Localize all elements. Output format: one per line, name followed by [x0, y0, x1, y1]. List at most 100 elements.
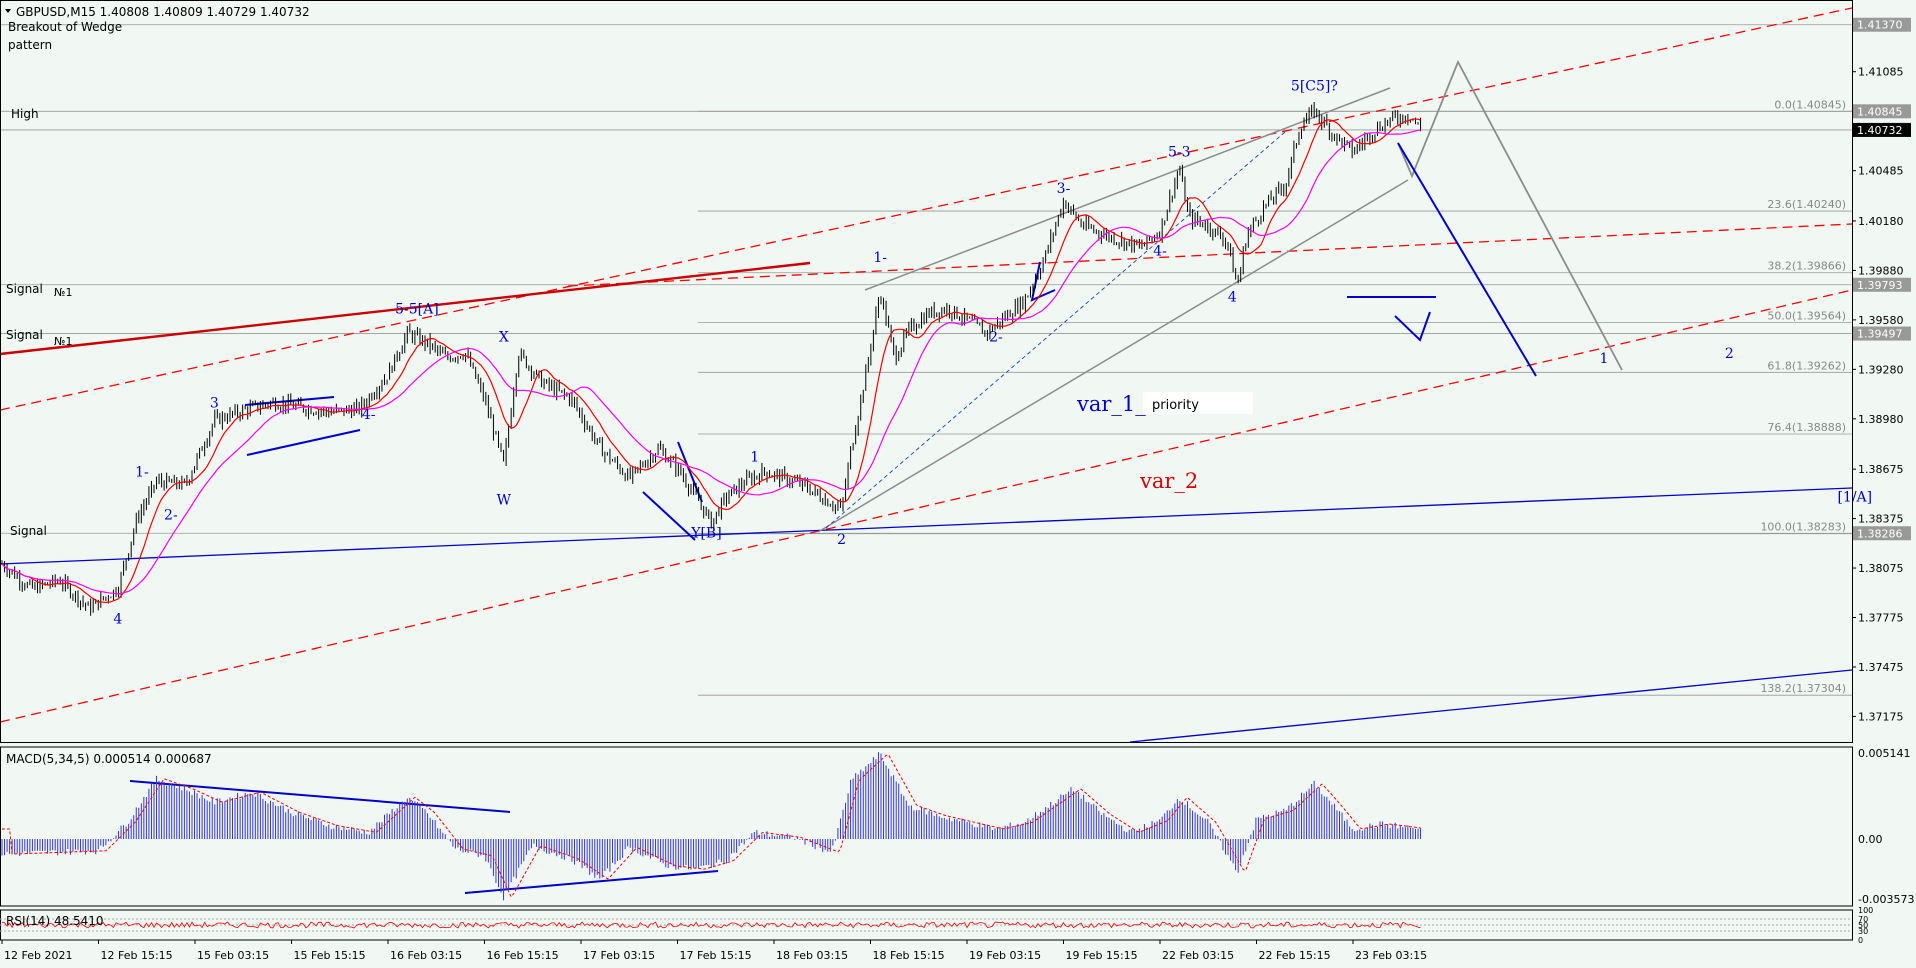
- price-tick-label: 1.38980: [1858, 413, 1904, 426]
- rsi-tick-label: 70: [1858, 915, 1868, 924]
- wedge-lower-line: [817, 179, 1409, 533]
- wave-label: 4: [1228, 290, 1237, 306]
- no1-label-1: №1: [54, 286, 72, 299]
- no1-label-2: №1: [54, 335, 72, 348]
- wave-labels: 5-5[A] X W 3 4- 1- 2- 4 Y[B] 1 2 1- 2- 3- 5-3 4- 4 5[C5]?…: [113, 79, 1872, 628]
- macd-tick-label: 0.005141: [1858, 747, 1911, 760]
- time-tick-label: 23 Feb 03:15: [1355, 949, 1427, 962]
- moving-average-slow: [1, 129, 1421, 595]
- macd-divergence-upper: [129, 780, 511, 813]
- macd-panel: 0.005141 0.00 -0.003573: [0, 746, 1914, 907]
- price-badge-label: 1.40732: [1857, 124, 1903, 137]
- wave-label: 2-: [989, 329, 1003, 345]
- macd-divergence-lower: [464, 870, 719, 894]
- price-tick-label: 1.38375: [1858, 513, 1904, 526]
- price-badge: [1853, 526, 1911, 541]
- price-badge: [1853, 104, 1911, 119]
- wave-label: [1/A]: [1837, 489, 1872, 505]
- fib-level-label: 100.0(1.38283): [1760, 521, 1846, 534]
- wave-label: 2-: [164, 507, 178, 523]
- red-channel-lower: [0, 289, 1853, 723]
- price-tick-label: 1.40180: [1858, 215, 1904, 228]
- macd-tick-label: -0.003573: [1858, 893, 1914, 906]
- price-tick-label: 1.37175: [1858, 710, 1904, 723]
- price-badge: [1853, 277, 1911, 292]
- macd-frame: [0, 746, 1853, 907]
- rsi-tick-label: 0: [1858, 936, 1863, 945]
- time-tick-label: 22 Feb 03:15: [1162, 949, 1234, 962]
- price-badge-label: 1.39793: [1857, 279, 1903, 292]
- dashed-wave-line: [825, 131, 1286, 529]
- time-tick-label: 16 Feb 15:15: [487, 949, 559, 962]
- rsi-label: RSI(14) 48.5410: [6, 914, 104, 928]
- time-tick-label: 16 Feb 03:15: [390, 949, 462, 962]
- price-tick-label: 1.38675: [1858, 463, 1904, 476]
- price-tick-label: 1.39280: [1858, 363, 1904, 376]
- wave-label: 4: [113, 611, 122, 627]
- grey-projection-path: [1397, 59, 1623, 371]
- time-tick-label: 15 Feb 15:15: [294, 949, 366, 962]
- rsi-tick-label: 100: [1858, 906, 1873, 915]
- price-badge: [1853, 326, 1911, 341]
- fib-level-label: 138.2(1.37304): [1760, 682, 1846, 695]
- signal-label-2: Signal: [6, 328, 43, 342]
- symbol-info: GBPUSD,M15 1.40808 1.40809 1.40729 1.407…: [16, 5, 310, 19]
- moving-average-fast: [1, 118, 1421, 604]
- wave-label: 2: [837, 532, 846, 548]
- time-tick-label: 12 Feb 2021: [4, 949, 72, 962]
- trend-lines: [0, 7, 1853, 894]
- blue-lower-line: [1129, 669, 1853, 743]
- signal-label-1: Signal: [6, 282, 43, 296]
- time-tick-label: 19 Feb 03:15: [969, 949, 1041, 962]
- fib-level-label: 76.4(1.38888): [1767, 421, 1846, 434]
- price-tick-label: 1.39880: [1858, 264, 1904, 277]
- wave-label: 1: [1599, 351, 1608, 367]
- time-tick-label: 15 Feb 03:15: [197, 949, 269, 962]
- signal-label-3: Signal: [10, 524, 47, 538]
- time-tick-label: 18 Feb 15:15: [873, 949, 945, 962]
- time-axis: 12 Feb 2021 12 Feb 15:15 15 Feb 03:15 15 Fe…: [1, 940, 1427, 962]
- price-badge-label: 1.41370: [1857, 19, 1903, 32]
- rsi-frame: [0, 909, 1853, 941]
- price-tick-label: 1.39580: [1858, 314, 1904, 327]
- wave-label: 5-5[A]: [395, 301, 439, 317]
- high-label: High: [11, 107, 39, 121]
- wave-label: 3-: [1057, 181, 1071, 197]
- blue-small-flag: [1030, 261, 1056, 302]
- wave-label: 1: [750, 450, 759, 466]
- rsi-tick-label: 50: [1858, 921, 1868, 930]
- wave-label: 1-: [873, 250, 887, 266]
- price-badge: [1853, 17, 1911, 32]
- macd-label: MACD(5,34,5) 0.000514 0.000687: [6, 752, 212, 766]
- time-tick-label: 22 Feb 15:15: [1259, 949, 1331, 962]
- var2-label: var_2: [1139, 469, 1198, 493]
- fibonacci-levels: 0.0(1.40845) 23.6(1.40240) 38.2(1.39866) 50…: [0, 24, 1852, 696]
- price-tick-label: 1.37475: [1858, 661, 1904, 674]
- wave-label: 2: [1725, 346, 1734, 362]
- note-line-1: Breakout of Wedge: [8, 20, 122, 34]
- fib-level-label: 38.2(1.39866): [1767, 260, 1846, 273]
- price-tick-label: 1.41085: [1858, 66, 1904, 79]
- blue-wedge-line-a: [642, 491, 696, 541]
- wave-label: W: [497, 493, 512, 509]
- wave-label: 3: [210, 395, 219, 411]
- rsi-tick-label: 30: [1858, 927, 1868, 936]
- price-badge-label: 1.39497: [1857, 328, 1903, 341]
- collapse-triangle-icon[interactable]: [5, 9, 11, 13]
- time-tick-label: 19 Feb 15:15: [1066, 949, 1138, 962]
- red-channel-upper: [0, 7, 1853, 411]
- fib-level-label: 0.0(1.40845): [1774, 98, 1846, 111]
- price-tick-label: 1.38075: [1858, 562, 1904, 575]
- var1-label: var_1_: [1076, 392, 1146, 416]
- price-tick-label: 1.37775: [1858, 612, 1904, 625]
- blue-wedge-line-b: [677, 441, 703, 503]
- blue-flag-arrow: [1394, 311, 1431, 342]
- time-tick-label: 18 Feb 03:15: [776, 949, 848, 962]
- time-tick-label: 17 Feb 15:15: [680, 949, 752, 962]
- fib-level-label: 61.8(1.39262): [1767, 359, 1846, 372]
- price-axis: 1.41085 1.40485 1.40180 1.39880 1.39580 1.392…: [0, 0, 1911, 743]
- time-tick-label: 12 Feb 15:15: [101, 949, 173, 962]
